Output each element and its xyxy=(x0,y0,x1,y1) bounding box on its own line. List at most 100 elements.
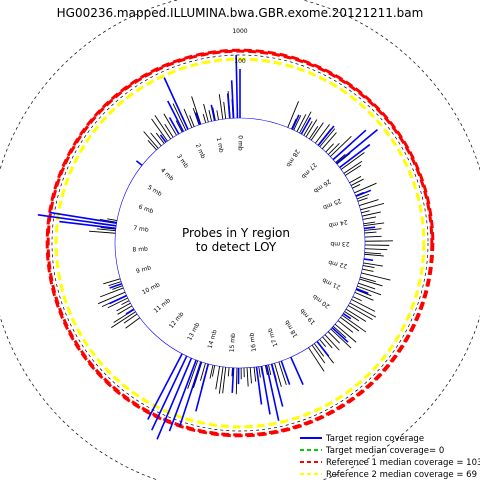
legend-label: Target region coverage xyxy=(325,434,424,444)
probe-mark xyxy=(364,231,377,234)
coverage-bar xyxy=(231,367,235,393)
probe-mark xyxy=(349,176,362,184)
probe-mark xyxy=(212,107,216,121)
probe-mark xyxy=(208,109,213,122)
coverage-bar xyxy=(195,363,210,412)
position-tick-label: 16 mb xyxy=(248,332,257,352)
probe-mark xyxy=(96,228,116,232)
coverage-bar xyxy=(230,80,235,119)
coverage-bar xyxy=(316,340,330,357)
probe-mark xyxy=(321,132,337,150)
coverage-bar xyxy=(270,363,284,407)
position-tick-label: 25 mb xyxy=(322,197,343,211)
probe-mark xyxy=(324,334,340,351)
probe-mark xyxy=(344,164,362,176)
position-tick-label: 13 mb xyxy=(186,321,201,341)
probe-mark xyxy=(334,323,357,343)
probe-mark xyxy=(189,115,195,127)
probe-mark xyxy=(362,216,377,220)
probe-mark xyxy=(354,182,377,194)
probe-mark xyxy=(313,343,325,357)
coverage-bar xyxy=(280,360,291,385)
probe-mark xyxy=(222,367,227,394)
probe-mark xyxy=(329,136,352,157)
probe-mark xyxy=(345,308,367,322)
probe-mark xyxy=(223,101,227,119)
position-tick-label: 8 mb xyxy=(132,246,148,254)
probe-mark xyxy=(357,197,368,202)
probe-mark xyxy=(175,120,183,133)
probe-mark xyxy=(343,160,363,174)
coverage-bar xyxy=(364,226,376,230)
probe-mark xyxy=(352,184,361,189)
probe-mark xyxy=(164,123,174,138)
probe-mark xyxy=(111,311,136,329)
position-tick-label: 3 mb xyxy=(175,153,190,170)
legend: Target region coverage Target median cove… xyxy=(300,434,480,480)
probe-mark xyxy=(150,132,162,147)
position-tick-label: 17 mb xyxy=(267,327,280,348)
probe-mark xyxy=(216,110,219,120)
coverage-bar xyxy=(356,287,369,295)
coverage-bar xyxy=(255,366,263,405)
probe-mark xyxy=(293,115,302,131)
position-tick-label: 21 mb xyxy=(321,276,342,290)
position-tick-label: 7 mb xyxy=(133,225,149,234)
coverage-bar xyxy=(317,125,335,147)
probe-mark xyxy=(103,278,121,285)
probe-mark xyxy=(325,143,334,153)
probe-mark xyxy=(116,302,131,312)
coverage-bar xyxy=(151,355,188,431)
coverage-bar xyxy=(300,117,312,135)
probe-mark xyxy=(143,131,159,149)
position-tick-label: 24 mb xyxy=(328,218,348,229)
probe-mark xyxy=(351,299,376,312)
probe-mark xyxy=(100,227,116,230)
probe-mark xyxy=(363,262,383,267)
probe-mark xyxy=(319,128,336,148)
coverage-bar xyxy=(194,112,201,125)
probe-mark xyxy=(308,347,325,372)
probe-mark xyxy=(108,281,122,287)
probe-mark xyxy=(352,296,362,302)
probe-mark xyxy=(354,291,374,301)
probe-mark xyxy=(344,311,360,322)
center-label-line-1: Probes in Y region xyxy=(182,226,290,240)
reference-2-line xyxy=(54,57,426,429)
probe-mark xyxy=(327,143,340,155)
coverage-bar xyxy=(290,356,304,385)
coverage-bar xyxy=(49,211,117,225)
position-tick-label: 6 mb xyxy=(137,203,154,215)
probe-mark xyxy=(296,114,307,132)
probe-mark xyxy=(361,272,391,281)
reference-2-line-red xyxy=(46,49,434,437)
probe-mark xyxy=(363,222,385,227)
probe-mark xyxy=(218,94,224,120)
position-tick-label: 18 mb xyxy=(284,318,300,338)
probe-mark xyxy=(363,221,376,225)
probe-mark xyxy=(327,331,340,344)
legend-label: Target median coverage= 0 xyxy=(325,446,444,456)
coverage-bar xyxy=(226,93,231,119)
coverage-bar xyxy=(167,100,185,132)
probe-mark xyxy=(246,367,249,387)
probe-mark xyxy=(364,248,388,251)
position-tick-label: 26 mb xyxy=(312,178,332,195)
probe-mark xyxy=(209,364,214,379)
legend-label: Reference 2 median coverage = 69 xyxy=(326,470,477,480)
coverage-bar xyxy=(265,364,280,421)
probe-mark xyxy=(231,367,233,377)
probe-mark xyxy=(172,103,187,131)
radial-tick-100: 100 xyxy=(234,58,246,65)
probe-mark xyxy=(203,103,209,123)
probe-mark xyxy=(121,300,130,306)
probe-mark xyxy=(202,113,207,123)
probe-mark xyxy=(249,367,252,384)
coverage-bar xyxy=(125,308,135,315)
position-tick-label: 27 mb xyxy=(299,161,317,180)
probe-mark xyxy=(155,132,165,144)
probe-mark xyxy=(308,125,319,140)
coverage-bar xyxy=(156,357,193,440)
probe-mark xyxy=(360,202,385,211)
probe-mark xyxy=(364,235,382,238)
